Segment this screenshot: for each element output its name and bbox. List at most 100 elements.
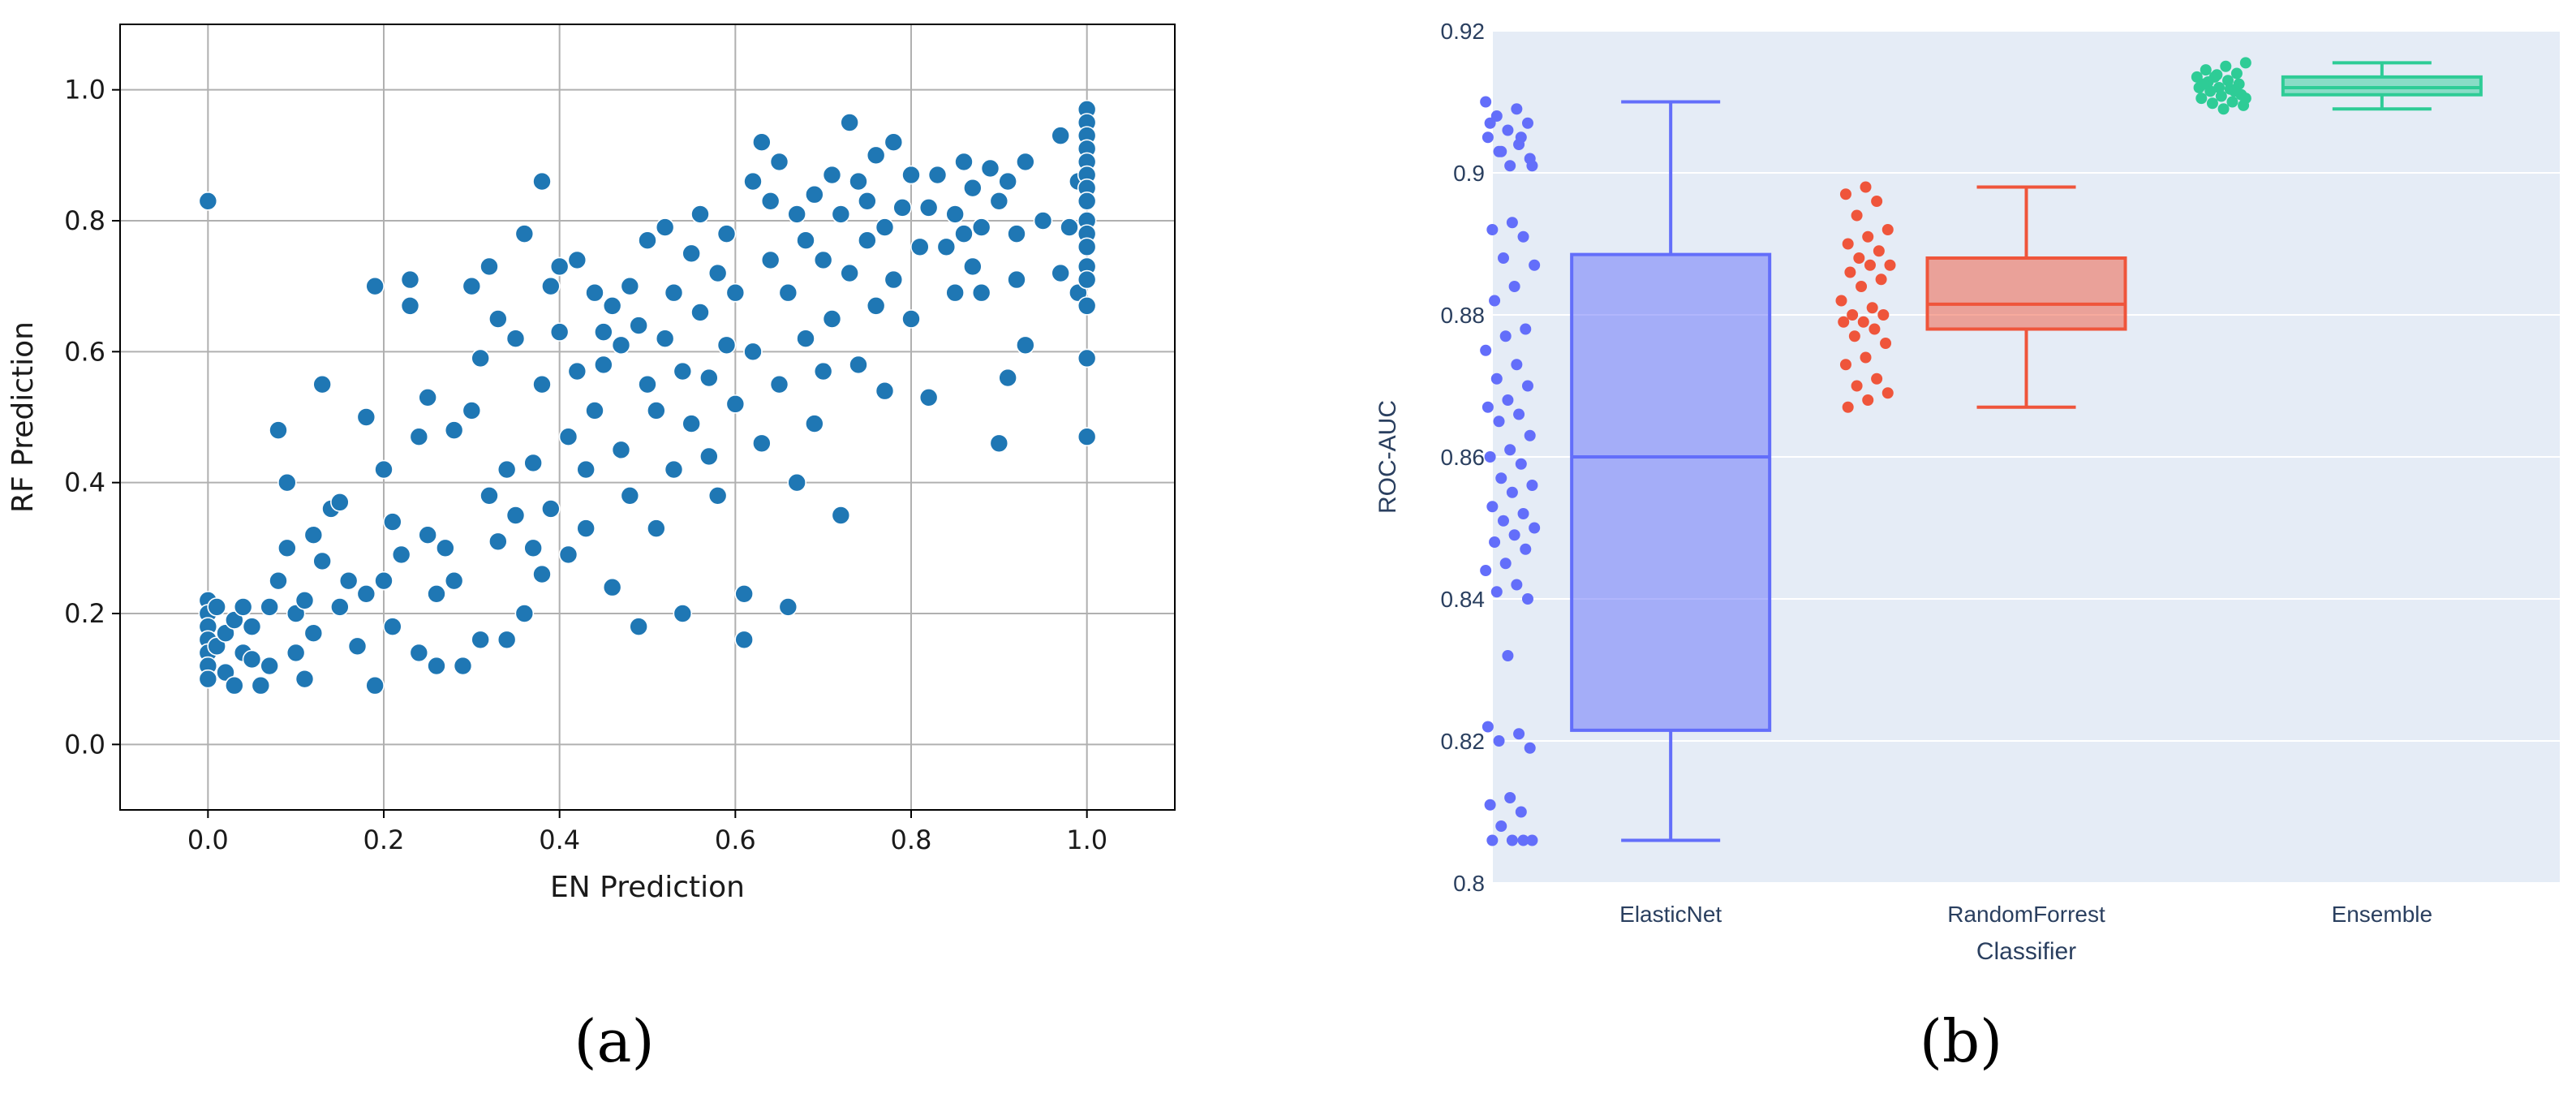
box-sample-point <box>1521 380 1533 392</box>
scatter-point <box>769 152 789 172</box>
scatter-point <box>664 282 684 303</box>
scatter-point <box>998 171 1017 192</box>
box-sample-point <box>2220 60 2232 72</box>
scatter-point <box>549 322 570 342</box>
scatter-ticks: 0.0 0.2 0.4 0.6 0.8 1.0 0.0 0.2 0.4 0.6 0.8 1.0 <box>64 75 1107 855</box>
scatter-point <box>347 636 368 657</box>
box-sample-point <box>1524 742 1536 754</box>
box-sample-point <box>1513 728 1525 740</box>
box-sample-point <box>1508 529 1520 541</box>
scatter-point <box>980 158 1000 179</box>
scatter-point <box>462 401 482 420</box>
scatter-point <box>436 538 455 558</box>
scatter-point <box>303 623 324 644</box>
box-sample-point <box>2208 71 2221 83</box>
scatter-point <box>488 532 508 552</box>
scatter-point <box>638 374 657 394</box>
scatter-point <box>541 499 561 519</box>
scatter-point <box>558 427 578 447</box>
scatter-point <box>427 656 446 676</box>
scatter-point <box>400 269 420 290</box>
box-sample-point <box>1506 834 1518 846</box>
scatter-point <box>858 230 877 251</box>
scatter-point <box>673 604 693 623</box>
scatter-point <box>216 662 235 682</box>
scatter-point <box>813 361 833 381</box>
box-sample-point <box>1862 230 1874 243</box>
scatter-point <box>1077 427 1097 447</box>
scatter-x-tick-label: 1.0 <box>1066 825 1107 855</box>
box-iqr <box>1925 256 2127 331</box>
scatter-point <box>945 205 965 224</box>
scatter-point <box>778 282 798 303</box>
scatter-point <box>462 276 482 296</box>
box-sample-point <box>1484 451 1496 463</box>
box-sample-point <box>1881 387 1894 399</box>
box-sample-point <box>2200 64 2212 76</box>
scatter-point <box>242 649 262 670</box>
scatter-point <box>295 669 315 689</box>
scatter-point <box>831 506 851 525</box>
scatter-point <box>682 243 701 264</box>
box-sample-point <box>2217 103 2230 115</box>
box-sample-point <box>1839 188 1851 200</box>
scatter-point <box>1007 269 1026 290</box>
scatter-point <box>963 178 983 198</box>
box-sample-point <box>1493 735 1505 747</box>
scatter-y-tick-label: 0.8 <box>64 205 105 236</box>
scatter-point <box>303 525 324 545</box>
box-sample-point <box>2206 97 2218 110</box>
scatter-point <box>725 394 746 414</box>
scatter-point <box>505 506 526 525</box>
scatter-point <box>532 374 552 394</box>
scatter-point <box>251 675 271 695</box>
scatter-point <box>716 335 737 355</box>
scatter-point <box>796 329 815 349</box>
scatter-x-tick-label: 0.0 <box>187 825 229 855</box>
scatter-y-tick-label: 0.6 <box>64 336 105 367</box>
scatter-point <box>1060 217 1079 237</box>
scatter-point <box>523 453 543 473</box>
scatter-point <box>875 381 895 401</box>
scatter-point <box>365 276 385 296</box>
scatter-point <box>356 583 376 604</box>
scatter-point <box>805 184 824 205</box>
scatter-point <box>488 309 508 329</box>
box-sample-point <box>1499 330 1512 342</box>
box-sample-point <box>1499 558 1512 570</box>
scatter-point <box>1016 152 1035 172</box>
box-sample-point <box>2198 78 2210 90</box>
scatter-point <box>647 401 666 420</box>
scatter-point <box>330 597 350 617</box>
scatter-point <box>778 597 798 617</box>
box-sample-point <box>2195 93 2208 105</box>
scatter-point <box>682 414 701 433</box>
box-sample-point <box>1520 543 1532 555</box>
boxplot-ticks: 0.8 0.82 0.84 0.86 0.88 0.9 0.92 ElasticNet Rand… <box>1441 19 2433 927</box>
box-sample-point <box>1524 429 1536 441</box>
boxplot-chart: 0.8 0.82 0.84 0.86 0.88 0.9 0.92 ElasticNet Rand… <box>1374 19 2560 1075</box>
scatter-point <box>277 472 297 493</box>
boxplot-y-tick-label: 0.82 <box>1441 729 1486 754</box>
scatter-point <box>480 485 499 506</box>
scatter-point <box>383 512 402 532</box>
scatter-point <box>971 217 991 237</box>
box-sample-point <box>1853 252 1865 264</box>
box-sample-point <box>1864 259 1876 271</box>
scatter-point <box>849 171 868 192</box>
scatter-axes-frame <box>119 24 1176 811</box>
box-sample-point <box>1873 245 1885 257</box>
scatter-point <box>822 309 842 329</box>
box-sample-point <box>2239 57 2251 69</box>
scatter-point <box>312 374 332 394</box>
scatter-x-axis-label: EN Prediction <box>550 871 745 904</box>
box-sample-point <box>1880 338 1892 349</box>
scatter-point <box>743 342 763 362</box>
scatter-point <box>954 152 974 172</box>
scatter-point <box>207 636 226 657</box>
box-sample-point <box>1484 117 1496 129</box>
scatter-point <box>453 656 473 676</box>
box-sample-point <box>1839 359 1851 371</box>
scatter-point <box>1007 224 1026 243</box>
scatter-point <box>787 205 806 224</box>
